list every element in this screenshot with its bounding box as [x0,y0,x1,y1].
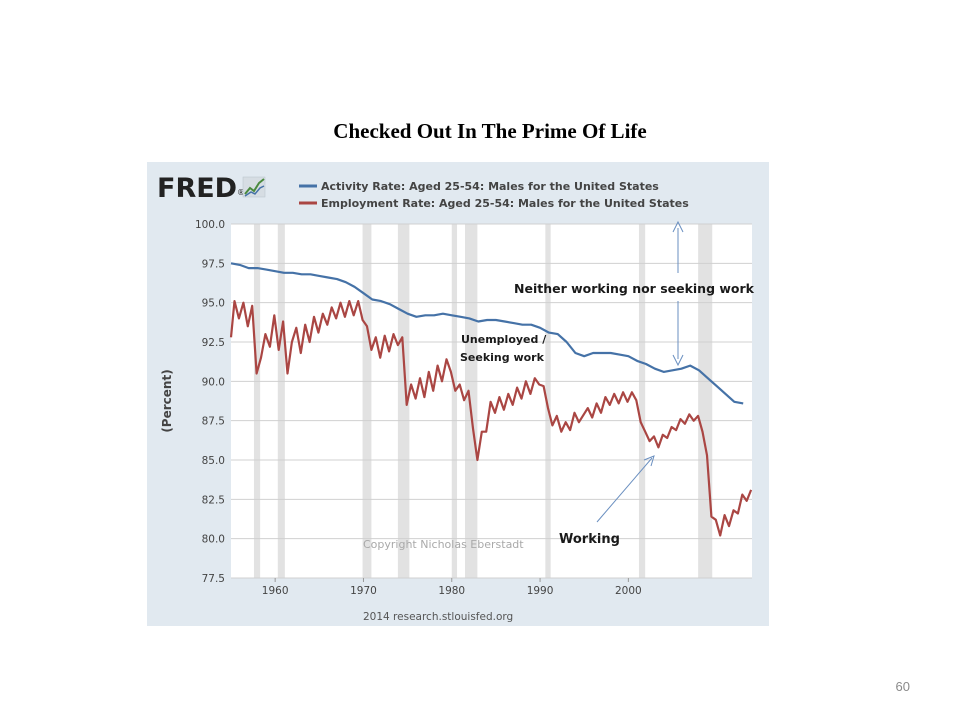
fred-logo-text: FRED [157,173,237,204]
fred-logo-registered: ® [237,188,245,197]
legend-label-employment: Employment Rate: Aged 25-54: Males for t… [321,197,689,210]
page-number: 60 [895,679,910,694]
fred-chart-panel: FRED ® Activity Rate: Aged 25-54: Males … [147,162,769,626]
y-tick-label-3: 85.0 [202,455,225,467]
recession-band-5 [465,224,478,578]
fred-chart-icon [242,176,266,198]
annotation-working: Working [559,532,620,547]
series-line-activity [230,262,744,405]
recession-band-3 [397,224,410,578]
y-tick-label-9: 100.0 [195,219,225,231]
annotation-unemployed-line1: Unemployed / [461,333,547,346]
y-tick-label-0: 77.5 [202,573,225,585]
x-axis-ticks: 1960 1970 1980 1990 2000 [262,578,642,597]
annotation-unemployed-line2: Seeking work [460,351,545,364]
annotation-gap: Neither working nor seeking work [514,281,755,296]
plot-area [231,224,752,578]
y-axis-label: (Percent) [160,369,174,432]
y-tick-label-8: 97.5 [202,258,225,270]
series-line-employment [229,300,753,537]
recession-band-8 [698,224,713,578]
x-tick-label-2: 1980 [438,585,465,597]
x-tick-label-0: 1960 [262,585,289,597]
recession-band-7 [638,224,646,578]
y-axis-ticks: 77.5 80.0 82.5 85.0 87.5 90.0 92.5 95.0 97.5 100.… [195,219,225,585]
working-arrow [596,455,655,523]
recession-bands [253,224,713,578]
fred-chart: FRED ® Activity Rate: Aged 25-54: Males … [157,173,755,623]
recession-band-4 [451,224,458,578]
grid-lines [231,223,752,579]
y-tick-label-2: 82.5 [202,494,225,506]
slide-title: Checked Out In The Prime Of Life [333,119,647,143]
recession-band-2 [362,224,372,578]
y-tick-label-5: 90.0 [202,376,225,388]
y-tick-label-7: 95.0 [202,298,225,310]
x-tick-label-3: 1990 [527,585,554,597]
legend-label-activity: Activity Rate: Aged 25-54: Males for the… [321,180,659,193]
recession-band-1 [277,224,285,578]
x-tick-label-1: 1970 [350,585,377,597]
series-lines [229,262,753,537]
gap-arrow-up [672,220,684,273]
gap-arrow-down [672,301,684,367]
copyright-text: Copyright Nicholas Eberstadt [363,538,524,551]
recession-band-6 [545,224,551,578]
y-tick-label-4: 87.5 [202,416,225,428]
y-tick-label-6: 92.5 [202,337,225,349]
x-tick-label-4: 2000 [615,585,642,597]
source-text: 2014 research.stlouisfed.org [363,611,513,623]
recession-band-0 [253,224,261,578]
y-tick-label-1: 80.0 [202,534,225,546]
